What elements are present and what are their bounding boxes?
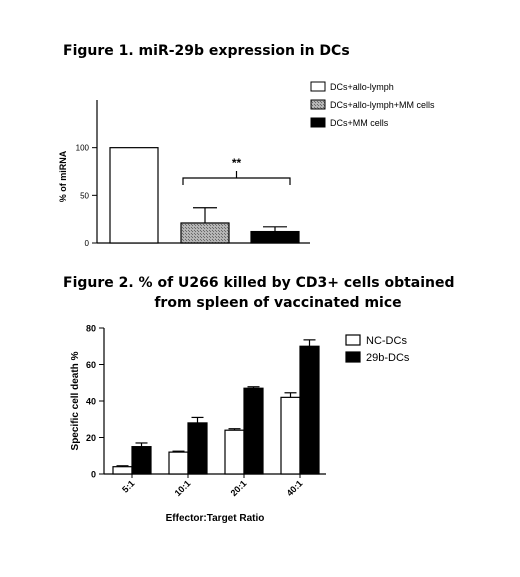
- significance-annotation: **: [232, 156, 242, 170]
- y-tick-label: 0: [85, 239, 90, 248]
- y-axis-label: Specific cell death %: [70, 351, 81, 450]
- legend-swatch: [310, 99, 326, 110]
- bar: [299, 345, 320, 475]
- figure-1-title: Figure 1. miR-29b expression in DCs: [63, 43, 350, 59]
- x-tick-label: 5:1: [120, 478, 136, 494]
- x-tick-label: 20:1: [229, 478, 249, 498]
- x-tick-label: 10:1: [173, 478, 193, 498]
- bar: [187, 422, 208, 475]
- legend-label: NC-DCs: [366, 335, 407, 347]
- y-tick-label: 60: [86, 360, 96, 370]
- bar: [131, 446, 152, 475]
- legend-label: 29b-DCs: [366, 352, 410, 364]
- bar: [224, 429, 245, 475]
- bar: [243, 387, 264, 475]
- x-tick-label: 40:1: [285, 478, 305, 498]
- y-tick-label: 80: [86, 324, 96, 334]
- x-axis-label: Effector:Target Ratio: [166, 513, 265, 524]
- significance-bracket: [182, 171, 291, 185]
- legend-swatch: [310, 117, 326, 128]
- y-tick-label: 20: [86, 433, 96, 443]
- legend-label: DCs+MM cells: [330, 118, 389, 128]
- legend-label: DCs+allo-lymph: [330, 82, 394, 92]
- bar: [280, 396, 301, 475]
- figure-2-title-line-1: Figure 2. % of U266 killed by CD3+ cells…: [63, 275, 455, 291]
- y-tick-label: 100: [76, 144, 90, 153]
- legend-swatch: [310, 81, 326, 92]
- legend-label: DCs+allo-lymph+MM cells: [330, 100, 435, 110]
- legend-swatch: [345, 351, 361, 363]
- legend-swatch: [345, 334, 361, 346]
- bar: [109, 147, 159, 244]
- bar: [112, 466, 133, 475]
- y-tick-label: 0: [91, 470, 96, 480]
- y-axis-label: % of miRNA: [58, 150, 68, 202]
- bar: [168, 451, 189, 475]
- y-tick-label: 50: [80, 191, 89, 200]
- figure-2-title-line-2: from spleen of vaccinated mice: [154, 295, 402, 311]
- y-tick-label: 40: [86, 397, 96, 407]
